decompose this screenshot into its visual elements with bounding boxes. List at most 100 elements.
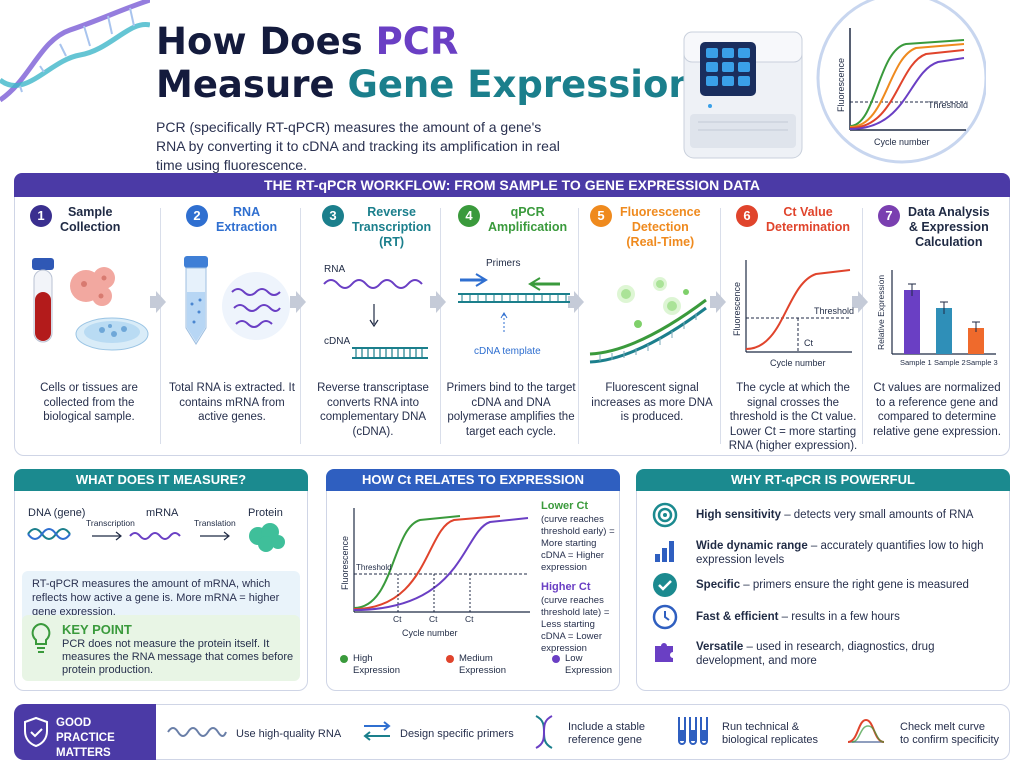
ct-chart-ylabel: Fluorescence xyxy=(732,282,742,336)
step-divider xyxy=(578,208,579,444)
step-description: Cells or tissues are collected from the … xyxy=(40,382,138,423)
bar-sample-2 xyxy=(936,301,952,354)
why-item: Specific – primers ensure the right gene… xyxy=(696,579,969,591)
title-line-2: Measure Gene Expression? xyxy=(156,63,716,106)
higher-ct-text: (curve reaches threshold late) = Less st… xyxy=(541,595,610,654)
why-item: Wide dynamic range – accurately quantifi… xyxy=(696,540,984,566)
primers-label: Primers xyxy=(486,258,520,269)
key-point-title: KEY POINT xyxy=(62,622,132,637)
sample-collection-illustration xyxy=(32,258,149,351)
ct-legend: High Expression Medium Expression Low Ex… xyxy=(340,653,612,677)
step-6: 6 Ct Value Determination xyxy=(736,205,856,235)
qpcr-amplification-illustration: Primers cDNA template xyxy=(458,258,570,357)
ct-chart-ct: Ct xyxy=(804,338,813,348)
step-title: Data Analysis & Expression Calculation xyxy=(908,205,990,249)
step-divider xyxy=(160,208,161,444)
step-title: Fluorescence Detection (Real-Time) xyxy=(620,205,701,249)
step-divider xyxy=(720,208,721,444)
bar-chart-icon xyxy=(655,541,674,562)
primers-arrows-icon xyxy=(363,721,391,741)
ct-tick-label: Ct xyxy=(393,614,402,624)
inset-threshold-label: Threshold xyxy=(928,100,968,110)
good-practice-label: GOOD PRACTICE MATTERS xyxy=(56,717,115,759)
key-point-text: PCR does not measure the protein itself.… xyxy=(62,638,294,676)
step-divider xyxy=(300,208,301,444)
legend-item-medium: Medium Expression xyxy=(446,653,506,677)
legend-dot xyxy=(446,655,454,663)
step-title: RNA Extraction xyxy=(216,205,278,234)
reverse-transcription-illustration: RNA cDNA xyxy=(323,264,428,359)
step-5: 5 Fluorescence Detection (Real-Time) xyxy=(590,205,720,250)
higher-ct-title: Higher Ct xyxy=(541,581,591,593)
step-7: 7 Data Analysis & Expression Calculation xyxy=(878,205,1004,250)
bar-sample-3 xyxy=(968,321,984,354)
step-number: 1 xyxy=(30,205,52,227)
step-description: Primers bind to the target cDNA and DNA … xyxy=(446,382,576,438)
bar-label: Sample 3 xyxy=(966,358,998,367)
workflow-section xyxy=(14,173,1010,456)
step-description: Ct values are normalized to a reference … xyxy=(873,382,1001,438)
fluorescence-detection-illustration xyxy=(589,277,707,364)
ct-chart-threshold: Threshold xyxy=(814,306,854,316)
footer-item: Run technical & biological replicates xyxy=(722,721,818,746)
ct-tick-label: Ct xyxy=(429,614,438,624)
workflow-banner: THE RT-qPCR WORKFLOW: FROM SAMPLE TO GEN… xyxy=(14,173,1010,197)
step-arrows xyxy=(150,291,868,313)
why-panel-header: WHY RT-qPCR IS POWERFUL xyxy=(636,469,1010,491)
lower-ct-text: (curve reaches threshold early) = More s… xyxy=(541,514,615,573)
ct-panel-threshold: Threshold xyxy=(356,563,392,572)
step-number: 2 xyxy=(186,205,208,227)
ct-panel-xlabel: Cycle number xyxy=(402,628,458,638)
dna-helix-decoration xyxy=(0,0,150,103)
ct-panel-header: HOW Ct RELATES TO EXPRESSION xyxy=(326,469,620,491)
lower-ct-title: Lower Ct xyxy=(541,500,589,512)
central-dogma-diagram: DNA (gene) Transcription mRNA Translatio… xyxy=(27,507,285,552)
step-number: 4 xyxy=(458,205,480,227)
melt-curve-icon xyxy=(847,718,885,743)
ct-panel xyxy=(326,469,620,691)
subtitle: PCR (specifically RT-qPCR) measures the … xyxy=(156,119,560,173)
relexp-ylabel: Relative Expression xyxy=(876,275,886,350)
step-title: Ct Value Determination xyxy=(766,205,851,234)
puzzle-icon xyxy=(655,643,673,662)
legend-dot xyxy=(552,655,560,663)
step-number: 3 xyxy=(322,205,344,227)
legend-item-low: Low Expression xyxy=(552,653,612,677)
target-icon xyxy=(652,502,678,528)
why-item: Fast & efficient – results in a few hour… xyxy=(696,611,900,623)
rna-strand-icon xyxy=(167,727,227,737)
step-1: 1 Sample Collection xyxy=(30,205,150,235)
step-title: qPCR Amplification xyxy=(488,205,568,234)
shield-check-icon xyxy=(24,716,48,748)
protein-label: Protein xyxy=(248,507,283,519)
ct-tick-label: Ct xyxy=(465,614,474,624)
key-point-box xyxy=(22,615,300,681)
ct-panel-ylabel: Fluorescence xyxy=(340,536,350,590)
footer-item: Use high-quality RNA xyxy=(236,728,342,740)
step-description: Fluorescent signal increases as more DNA… xyxy=(591,382,713,423)
step-4: 4 qPCR Amplification xyxy=(458,205,578,235)
transcription-label: Transcription xyxy=(86,518,135,528)
step-divider xyxy=(862,208,863,444)
step-divider xyxy=(440,208,441,444)
lightbulb-icon xyxy=(31,622,51,653)
footer-item: Include a stable reference gene xyxy=(568,721,646,746)
test-tubes-icon xyxy=(678,717,708,745)
ct-comparison-chart: Threshold Fluorescence Ct Ct Ct Cycle nu… xyxy=(340,508,530,638)
step-2: 2 RNA Extraction xyxy=(186,205,296,235)
inset-ylabel: Fluorescence xyxy=(836,58,846,112)
rna-label: RNA xyxy=(324,264,345,275)
bar-sample-1 xyxy=(904,283,920,354)
mrna-label: mRNA xyxy=(146,507,179,519)
rna-extraction-illustration xyxy=(184,256,290,345)
bar-label: Sample 2 xyxy=(934,358,966,367)
step-title: Reverse Transcription (RT) xyxy=(352,205,432,249)
measure-panel-header: WHAT DOES IT MEASURE? xyxy=(14,469,308,491)
clock-icon xyxy=(652,604,678,630)
step-number: 6 xyxy=(736,205,758,227)
step-description: The cycle at which the signal crosses th… xyxy=(728,382,858,452)
step-3: 3 Reverse Transcription (RT) xyxy=(322,205,432,250)
step-description: Reverse transcriptase converts RNA into … xyxy=(317,382,429,438)
cdna-label: cDNA xyxy=(324,336,350,347)
title-line-1: How Does PCR xyxy=(156,20,459,63)
